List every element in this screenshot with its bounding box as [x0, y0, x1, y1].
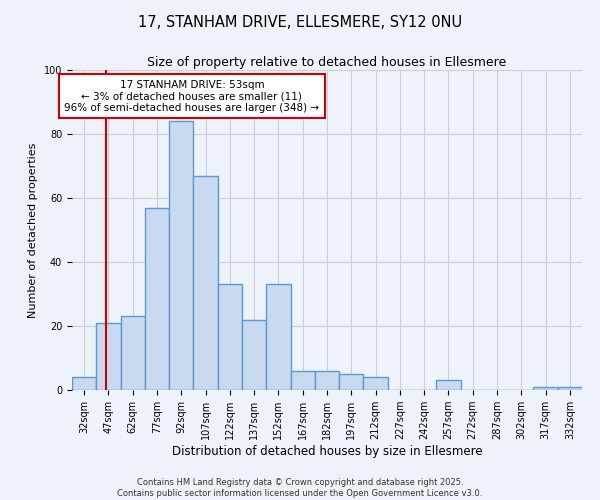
Bar [96, 323, 121, 390]
Bar [193, 176, 218, 390]
Y-axis label: Number of detached properties: Number of detached properties [28, 142, 38, 318]
Bar [436, 380, 461, 390]
Bar [169, 121, 193, 390]
Bar [242, 320, 266, 390]
Title: Size of property relative to detached houses in Ellesmere: Size of property relative to detached ho… [148, 56, 506, 69]
Text: 17 STANHAM DRIVE: 53sqm
← 3% of detached houses are smaller (11)
96% of semi-det: 17 STANHAM DRIVE: 53sqm ← 3% of detached… [64, 80, 319, 113]
Bar [315, 371, 339, 390]
Text: Contains HM Land Registry data © Crown copyright and database right 2025.
Contai: Contains HM Land Registry data © Crown c… [118, 478, 482, 498]
Bar [72, 377, 96, 390]
Bar [558, 387, 582, 390]
Bar [290, 371, 315, 390]
Bar [266, 284, 290, 390]
X-axis label: Distribution of detached houses by size in Ellesmere: Distribution of detached houses by size … [172, 445, 482, 458]
Text: 17, STANHAM DRIVE, ELLESMERE, SY12 0NU: 17, STANHAM DRIVE, ELLESMERE, SY12 0NU [138, 15, 462, 30]
Bar [145, 208, 169, 390]
Bar [533, 387, 558, 390]
Bar [121, 316, 145, 390]
Bar [339, 374, 364, 390]
Bar [364, 377, 388, 390]
Bar [218, 284, 242, 390]
